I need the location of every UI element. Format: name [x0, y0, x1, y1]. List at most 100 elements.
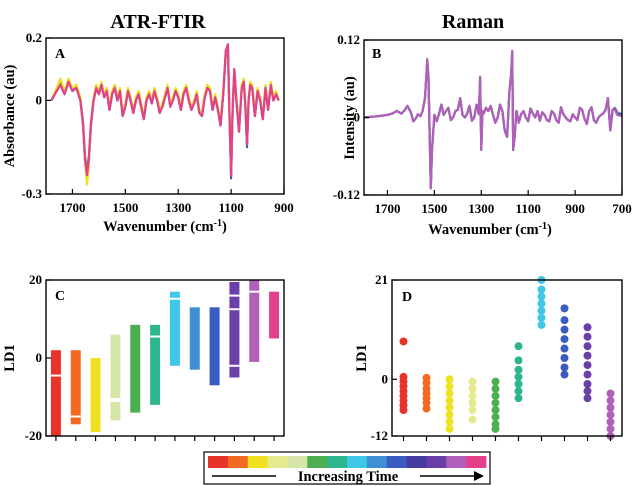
ld1-range-bar	[150, 324, 161, 405]
panel-c-xticks	[55, 436, 275, 441]
x-tick-label: 900	[565, 201, 585, 216]
ld1-point	[583, 323, 592, 332]
ld1-point	[445, 389, 454, 398]
ld1-point	[445, 403, 454, 412]
panel-a-frame	[45, 37, 285, 195]
time-legend: Increasing Time	[203, 451, 491, 485]
ld1-point	[560, 370, 569, 379]
ld1-point	[491, 424, 500, 433]
ld1-point	[491, 377, 500, 386]
spectrum-line	[363, 51, 623, 190]
ld1-point	[583, 332, 592, 341]
x-tick-label: 1100	[218, 200, 243, 215]
y-tick-label: -0.3	[21, 186, 42, 201]
y-tick-label: 0	[382, 371, 389, 386]
y-tick-label: -0.12	[333, 187, 360, 202]
legend-swatch	[426, 456, 447, 468]
ld1-point	[468, 377, 477, 386]
bar-gap	[150, 335, 161, 338]
panel-c-bars-group	[50, 280, 280, 436]
ld1-point	[514, 342, 523, 351]
ld1-point	[491, 391, 500, 400]
legend-swatch	[327, 456, 348, 468]
ld1-point	[560, 304, 569, 313]
bar-gap	[70, 415, 81, 418]
ld1-range-bar	[249, 280, 260, 362]
panel-b: B 1700 1500 1300 1100 900 700 0.12 0 -0.12 Wave…	[333, 32, 632, 238]
panel-a-series-group	[50, 43, 280, 186]
ld1-point	[399, 372, 408, 381]
ld1-range-bar	[269, 291, 280, 339]
ld1-point	[445, 375, 454, 384]
panel-b-xticks: 1700 1500 1300 1100 900 700	[374, 190, 632, 216]
y-tick-label: 20	[29, 272, 42, 287]
arrow-right-icon	[474, 471, 484, 481]
ld1-point	[468, 398, 477, 407]
ld1-point	[514, 365, 523, 374]
legend-swatch	[406, 456, 427, 468]
ld1-point	[537, 299, 546, 308]
legend-label: Increasing Time	[298, 469, 399, 485]
atr-ftir-title: ATR-FTIR	[110, 11, 206, 33]
ld1-point	[537, 285, 546, 294]
panel-a-ylabel: Absorbance (au)	[2, 64, 18, 167]
legend-swatch	[307, 456, 328, 468]
ld1-point	[514, 372, 523, 381]
x-tick-label: 700	[612, 201, 632, 216]
ld1-point	[606, 410, 615, 419]
panel-c-label: C	[55, 289, 65, 304]
ld1-point	[606, 417, 615, 426]
ld1-point	[399, 406, 408, 414]
ld1-point	[514, 394, 523, 403]
x-tick-label: 1300	[165, 200, 191, 215]
y-tick-label: 0.2	[26, 30, 42, 45]
legend-swatch	[227, 456, 249, 468]
ld1-range-bar	[50, 350, 61, 436]
ld1-point	[445, 424, 454, 433]
panel-d-ylabel: LD1	[354, 344, 370, 371]
legend-swatches	[208, 456, 487, 468]
legend-frame	[203, 451, 491, 485]
ld1-point	[468, 391, 477, 400]
panel-c-ylabel: LD1	[2, 344, 18, 371]
ld1-point	[468, 384, 477, 393]
ld1-point	[537, 320, 546, 329]
y-tick-label: -20	[25, 428, 42, 443]
ld1-point	[560, 335, 569, 344]
panel-c-yticks: 20 0 -20	[25, 272, 51, 443]
panel-c: C 20 0 -20 LD1	[2, 272, 285, 443]
ld1-point	[445, 417, 454, 426]
y-tick-label: -12	[371, 428, 388, 443]
ld1-point	[537, 306, 546, 315]
raman-title: Raman	[442, 11, 504, 33]
ld1-point	[560, 354, 569, 362]
ld1-point	[422, 379, 431, 388]
x-tick-label: 1500	[421, 201, 447, 216]
ld1-point	[583, 380, 592, 388]
ld1-range-bar	[130, 324, 141, 413]
y-tick-label: 0	[354, 110, 361, 125]
bar-gap	[229, 364, 240, 367]
ld1-point	[468, 415, 477, 424]
ld1-point	[399, 337, 408, 346]
panel-a-label: A	[55, 47, 66, 62]
ld1-range-bar	[189, 307, 200, 370]
panel-a-xticks: 1700 1500 1300 1100 900	[59, 189, 294, 215]
spectrum-line	[50, 43, 280, 177]
panel-b-series-group	[363, 49, 623, 190]
ld1-range-bar	[169, 291, 180, 366]
ld1-point	[491, 384, 500, 393]
ld1-point	[514, 356, 523, 365]
y-tick-label: 21	[375, 272, 388, 287]
x-tick-label: 900	[274, 200, 294, 215]
ld1-point	[537, 292, 546, 301]
bar-gap	[249, 290, 260, 293]
ld1-point	[606, 396, 615, 405]
panel-d-xticks	[402, 436, 612, 441]
panel-d-frame	[391, 279, 623, 437]
legend-swatch	[386, 456, 407, 468]
panel-d-points-group	[399, 276, 615, 440]
panel-d-label: D	[402, 290, 412, 305]
ld1-point	[560, 316, 569, 325]
x-tick-label: 1700	[59, 200, 85, 215]
